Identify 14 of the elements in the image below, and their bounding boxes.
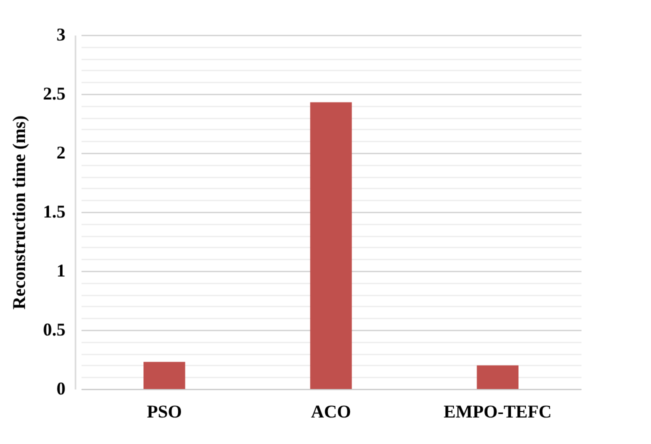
y-tick-label: 1	[56, 260, 66, 280]
y-tick-label: 3	[56, 24, 66, 44]
y-axis-title: Reconstruction time (ms)	[9, 116, 29, 310]
bar	[144, 362, 186, 389]
bar	[476, 365, 518, 389]
y-tick-label: 0.5	[43, 320, 66, 340]
x-tick-label: ACO	[311, 402, 351, 422]
x-tick-label: PSO	[146, 402, 182, 422]
y-tick-label: 2.5	[43, 84, 66, 104]
y-tick-label: 1.5	[43, 202, 66, 222]
y-tick-label: 2	[56, 142, 66, 162]
bar	[310, 102, 352, 389]
y-tick-label: 0	[56, 378, 66, 398]
x-tick-label: EMPO-TEFC	[444, 402, 552, 422]
